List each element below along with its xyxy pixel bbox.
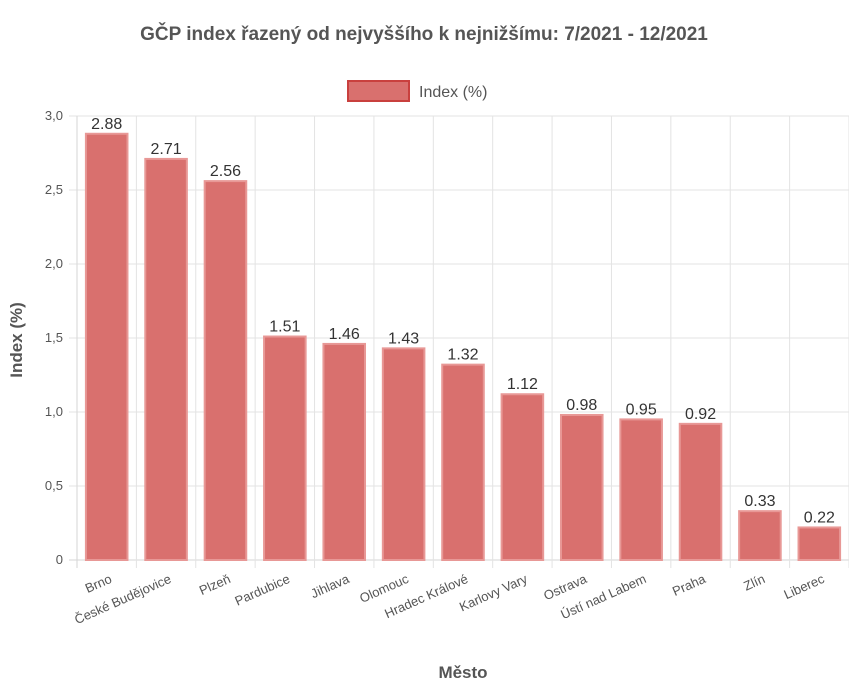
data-label: 0.22 <box>804 509 835 526</box>
x-tick-label: Praha <box>670 571 708 599</box>
x-tick-label: Karlovy Vary <box>457 571 530 614</box>
bar[interactable] <box>263 335 307 561</box>
data-label: 0.33 <box>744 493 775 510</box>
y-tick-label: 1,5 <box>45 330 63 345</box>
bar[interactable] <box>738 510 782 562</box>
y-tick-label: 0,5 <box>45 478 63 493</box>
y-tick-label: 2,5 <box>45 182 63 197</box>
bars <box>84 132 842 562</box>
data-label: 2.56 <box>210 163 241 180</box>
x-tick-label: Jihlava <box>308 571 352 601</box>
x-gridlines <box>76 116 849 568</box>
legend[interactable]: Index (%) <box>347 80 487 102</box>
data-label: 1.32 <box>447 347 478 364</box>
y-tick-label: 2,0 <box>45 256 63 271</box>
y-tick-label: 3,0 <box>45 108 63 123</box>
legend-swatch <box>347 80 410 102</box>
y-tick-label: 1,0 <box>45 404 63 419</box>
bar[interactable] <box>144 157 188 561</box>
chart-title: GČP index řazený od nejvyššího k nejnižš… <box>140 23 708 45</box>
data-label: 0.92 <box>685 406 716 423</box>
bar[interactable] <box>203 180 248 561</box>
data-label: 1.12 <box>507 376 538 393</box>
bar[interactable] <box>84 132 129 561</box>
data-label: 1.43 <box>388 330 419 347</box>
data-label: 0.95 <box>626 401 657 418</box>
bar[interactable] <box>381 347 426 561</box>
y-axis-ticks: 0 0,5 1,0 1,5 2,0 2,5 3,0 <box>45 108 63 567</box>
bar[interactable] <box>619 418 663 561</box>
bar[interactable] <box>559 413 604 561</box>
data-label: 1.51 <box>269 319 300 336</box>
x-tick-label: Brno <box>83 571 114 596</box>
bar[interactable] <box>797 526 842 562</box>
bar[interactable] <box>441 363 485 562</box>
x-tick-label: Liberec <box>781 571 827 602</box>
data-label: 2.88 <box>91 116 122 133</box>
data-label: 2.71 <box>151 141 182 158</box>
x-tick-label: Pardubice <box>232 571 292 609</box>
x-axis-title: Město <box>438 663 487 682</box>
bar[interactable] <box>678 422 723 561</box>
x-tick-label: Plzeň <box>197 571 233 598</box>
bar[interactable] <box>500 393 545 561</box>
data-label: 1.46 <box>329 326 360 343</box>
y-axis-title: Index (%) <box>7 302 26 378</box>
data-labels: 2.88 2.71 2.56 1.51 1.46 1.43 1.32 1.12 0.98 0.95… <box>91 116 835 527</box>
bar[interactable] <box>322 342 367 562</box>
data-label: 0.98 <box>566 397 597 414</box>
legend-label: Index (%) <box>419 84 487 101</box>
x-tick-label: Zlín <box>741 571 767 594</box>
y-tick-label: 0 <box>56 552 63 567</box>
